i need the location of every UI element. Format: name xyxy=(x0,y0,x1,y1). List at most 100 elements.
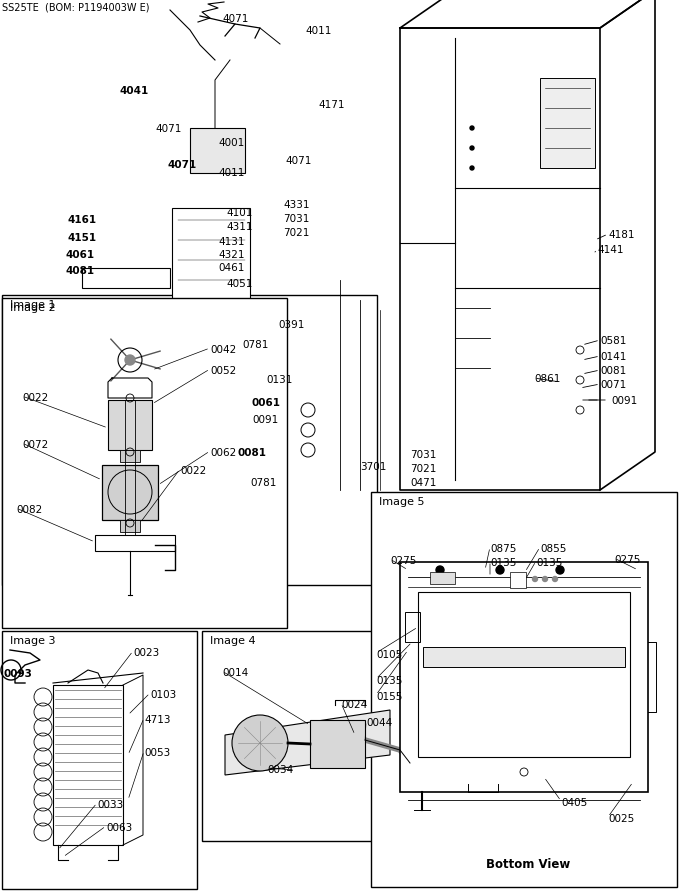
Text: 0025: 0025 xyxy=(608,814,634,824)
Bar xyxy=(53,685,123,845)
Text: 0033: 0033 xyxy=(97,800,123,810)
Text: 0014: 0014 xyxy=(222,668,248,678)
Bar xyxy=(423,647,625,667)
Text: 4713: 4713 xyxy=(144,715,171,725)
Circle shape xyxy=(470,146,474,150)
Text: 4011: 4011 xyxy=(305,26,331,36)
Text: 4171: 4171 xyxy=(318,100,345,110)
Text: 7021: 7021 xyxy=(283,228,309,238)
Bar xyxy=(120,520,140,532)
Text: Image 4: Image 4 xyxy=(210,636,256,646)
Text: 0063: 0063 xyxy=(106,823,132,833)
Circle shape xyxy=(496,566,504,574)
Text: 4071: 4071 xyxy=(285,156,311,166)
Text: 0022: 0022 xyxy=(180,466,206,476)
Text: 4161: 4161 xyxy=(68,215,97,225)
Circle shape xyxy=(436,566,444,574)
Text: 0855: 0855 xyxy=(540,544,566,554)
Text: 0581: 0581 xyxy=(600,336,626,346)
Bar xyxy=(2,298,287,628)
Text: Image 2: Image 2 xyxy=(10,303,56,313)
Text: 4141: 4141 xyxy=(597,245,624,255)
Bar xyxy=(82,268,170,288)
Text: 0141: 0141 xyxy=(600,352,626,362)
Text: 0022: 0022 xyxy=(22,393,48,403)
Text: 0131: 0131 xyxy=(266,375,292,385)
Text: 4181: 4181 xyxy=(608,230,634,240)
Text: 7021: 7021 xyxy=(410,464,437,474)
Circle shape xyxy=(125,355,135,365)
Text: 0105: 0105 xyxy=(376,650,403,660)
Text: 0471: 0471 xyxy=(410,478,437,488)
Text: 0062: 0062 xyxy=(210,448,236,458)
Circle shape xyxy=(532,577,537,581)
Circle shape xyxy=(543,577,547,581)
Text: 0091: 0091 xyxy=(252,415,278,425)
Text: 0135: 0135 xyxy=(490,558,516,568)
Text: 4061: 4061 xyxy=(66,250,95,260)
Text: 4331: 4331 xyxy=(283,200,309,210)
Circle shape xyxy=(556,566,564,574)
Text: 4081: 4081 xyxy=(66,266,95,276)
Text: 4011: 4011 xyxy=(218,168,244,178)
Text: 7031: 7031 xyxy=(283,214,309,224)
Text: 7031: 7031 xyxy=(410,450,437,460)
Text: 0081: 0081 xyxy=(238,448,267,458)
Text: 4001: 4001 xyxy=(218,138,244,148)
Text: 0052: 0052 xyxy=(210,366,236,376)
Circle shape xyxy=(470,166,474,170)
Bar xyxy=(120,450,140,462)
Text: 4321: 4321 xyxy=(218,250,245,260)
Text: 4311: 4311 xyxy=(226,222,252,232)
Text: 0093: 0093 xyxy=(4,669,33,679)
Text: 0275: 0275 xyxy=(614,555,641,565)
Bar xyxy=(2,295,377,585)
Circle shape xyxy=(470,126,474,130)
Bar xyxy=(400,562,648,792)
Text: 3701: 3701 xyxy=(360,462,386,472)
Bar xyxy=(102,465,158,520)
Text: 0875: 0875 xyxy=(490,544,516,554)
Text: 4071: 4071 xyxy=(155,124,182,134)
Text: 0071: 0071 xyxy=(600,380,626,390)
Bar xyxy=(418,592,630,757)
Text: 0155: 0155 xyxy=(376,692,403,702)
Text: 0061: 0061 xyxy=(252,398,281,408)
Text: 0053: 0053 xyxy=(144,748,170,758)
Text: 0135: 0135 xyxy=(536,558,562,568)
Text: 0081: 0081 xyxy=(600,366,626,376)
Text: 0135: 0135 xyxy=(376,676,403,686)
Circle shape xyxy=(232,715,288,771)
Text: Image 3: Image 3 xyxy=(10,636,56,646)
Bar xyxy=(172,208,250,348)
Text: 0044: 0044 xyxy=(366,718,392,728)
Text: 4041: 4041 xyxy=(120,86,149,96)
Text: 0781: 0781 xyxy=(242,340,269,350)
Text: 0034: 0034 xyxy=(267,765,293,775)
Text: Bottom View: Bottom View xyxy=(486,858,571,871)
Text: 0103: 0103 xyxy=(150,690,176,700)
Bar xyxy=(540,78,595,168)
Text: 0405: 0405 xyxy=(561,798,588,808)
Text: 0072: 0072 xyxy=(22,440,48,450)
Text: 0275: 0275 xyxy=(390,556,416,566)
Text: 4071: 4071 xyxy=(222,14,248,24)
Text: 0023: 0023 xyxy=(133,648,159,658)
Bar xyxy=(510,572,526,588)
Bar xyxy=(371,492,677,887)
Text: 4131: 4131 xyxy=(218,237,245,247)
Bar xyxy=(310,720,365,768)
Text: Image 1: Image 1 xyxy=(10,300,56,310)
Text: 4101: 4101 xyxy=(226,208,252,218)
Text: 0461: 0461 xyxy=(218,263,244,273)
Bar xyxy=(95,535,175,551)
Text: 0391: 0391 xyxy=(278,320,305,330)
Bar xyxy=(2,631,197,889)
Text: 4051: 4051 xyxy=(226,279,252,289)
Text: SS25TE  (BOM: P1194003W E): SS25TE (BOM: P1194003W E) xyxy=(2,2,150,12)
Text: 0042: 0042 xyxy=(210,345,236,355)
Polygon shape xyxy=(225,710,390,775)
Text: Image 5: Image 5 xyxy=(379,497,424,507)
Bar xyxy=(430,572,455,584)
Bar xyxy=(202,631,402,841)
